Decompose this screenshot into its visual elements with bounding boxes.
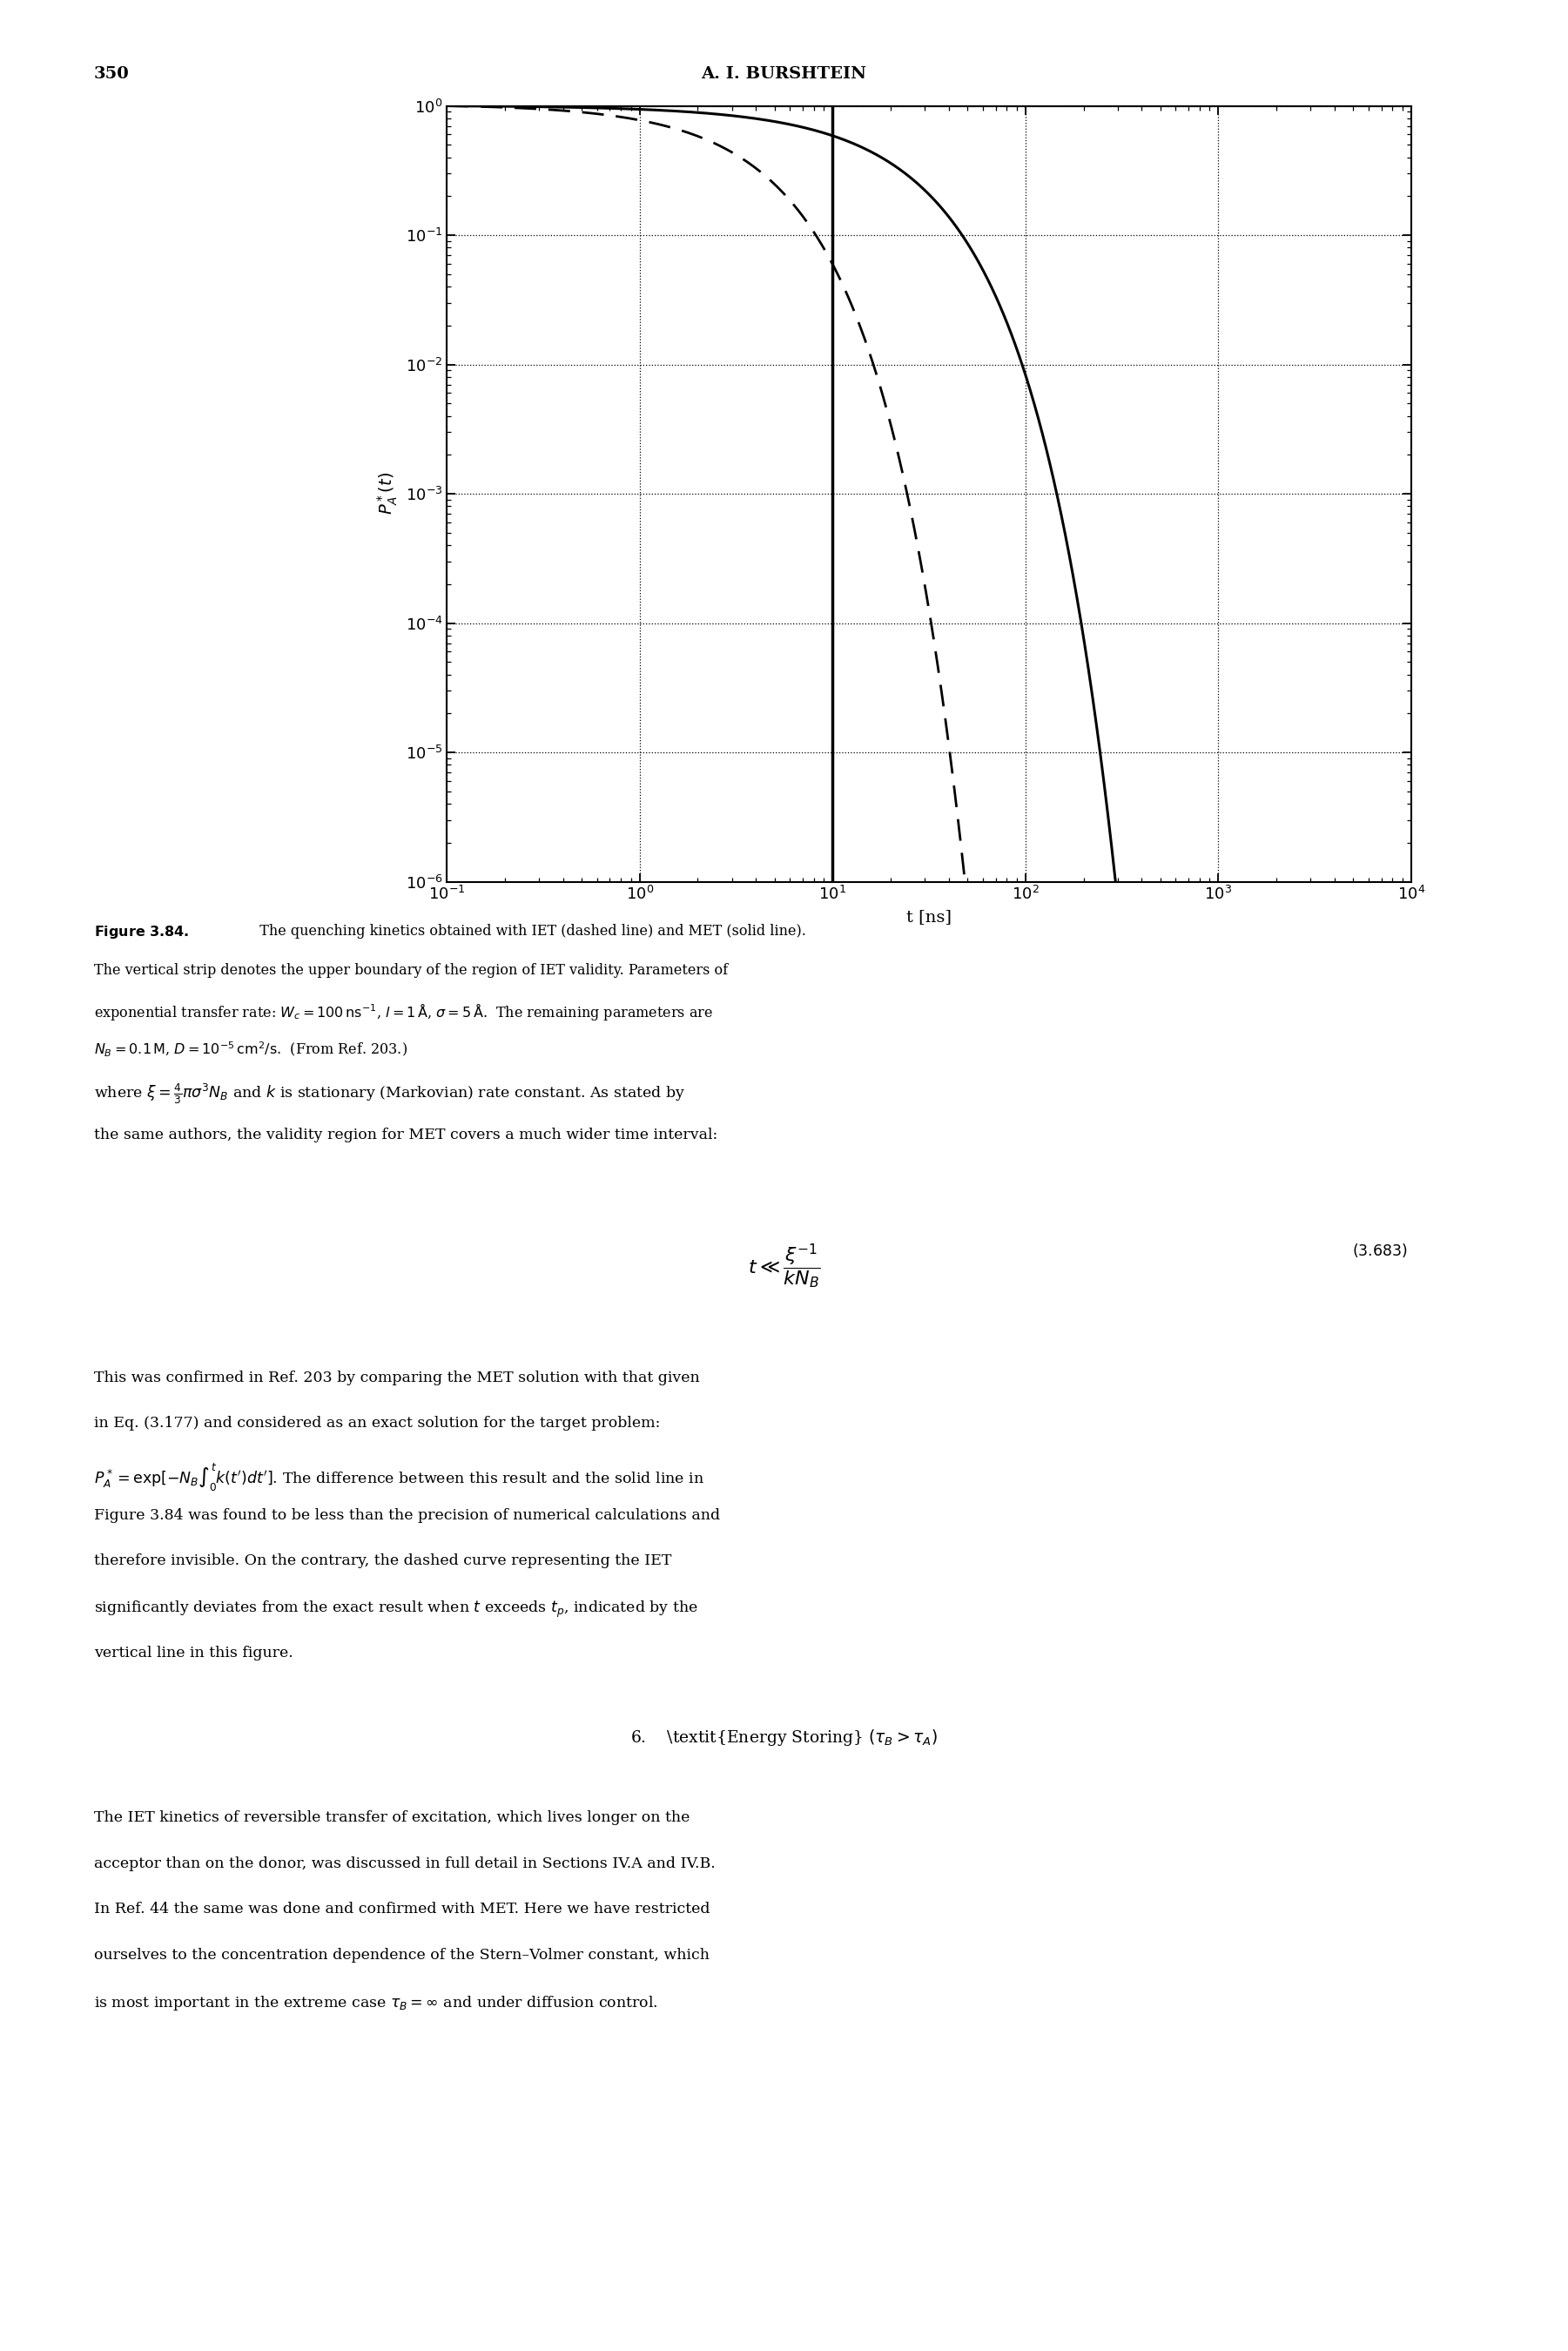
Text: exponential transfer rate: $W_c = 100\,\mathrm{ns}^{-1}$, $l = 1\,\mathrm{\AA}$,: exponential transfer rate: $W_c = 100\,\…: [94, 1002, 713, 1023]
Text: significantly deviates from the exact result when $t$ exceeds $t_p$, indicated b: significantly deviates from the exact re…: [94, 1599, 698, 1620]
Text: the same authors, the validity region for MET covers a much wider time interval:: the same authors, the validity region fo…: [94, 1126, 718, 1143]
Text: The vertical strip denotes the upper boundary of the region of IET validity. Par: The vertical strip denotes the upper bou…: [94, 964, 728, 978]
Text: Figure 3.84 was found to be less than the precision of numerical calculations an: Figure 3.84 was found to be less than th…: [94, 1507, 720, 1523]
Text: ourselves to the concentration dependence of the Stern–Volmer constant, which: ourselves to the concentration dependenc…: [94, 1949, 710, 1963]
Text: 6.    \textit{Energy Storing} $(\tau_B > \tau_A)$: 6. \textit{Energy Storing} $(\tau_B > \t…: [630, 1728, 938, 1747]
Text: acceptor than on the donor, was discussed in full detail in Sections IV.A and IV: acceptor than on the donor, was discusse…: [94, 1857, 715, 1871]
Text: in Eq. (3.177) and considered as an exact solution for the target problem:: in Eq. (3.177) and considered as an exac…: [94, 1415, 660, 1432]
Text: $(3.683)$: $(3.683)$: [1352, 1241, 1408, 1260]
Text: The quenching kinetics obtained with IET (dashed line) and MET (solid line).: The quenching kinetics obtained with IET…: [251, 924, 806, 938]
Text: $P^*_A = \exp[-N_B\int_0^t k(t')dt']$. The difference between this result and th: $P^*_A = \exp[-N_B\int_0^t k(t')dt']$. T…: [94, 1462, 704, 1493]
Text: $N_B = 0.1\,\mathrm{M}$, $D = 10^{-5}\,\mathrm{cm}^2/\mathrm{s}$.  (From Ref. 20: $N_B = 0.1\,\mathrm{M}$, $D = 10^{-5}\,\…: [94, 1039, 408, 1058]
Text: $\mathbf{Figure\ 3.84.}$: $\mathbf{Figure\ 3.84.}$: [94, 924, 188, 940]
Text: A. I. BURSHTEIN: A. I. BURSHTEIN: [701, 66, 867, 82]
Text: This was confirmed in Ref. 203 by comparing the MET solution with that given: This was confirmed in Ref. 203 by compar…: [94, 1371, 699, 1385]
Text: vertical line in this figure.: vertical line in this figure.: [94, 1646, 293, 1660]
Text: The IET kinetics of reversible transfer of excitation, which lives longer on the: The IET kinetics of reversible transfer …: [94, 1810, 690, 1824]
Text: In Ref. 44 the same was done and confirmed with MET. Here we have restricted: In Ref. 44 the same was done and confirm…: [94, 1902, 710, 1916]
Text: $t \ll \dfrac{\xi^{-1}}{kN_B}$: $t \ll \dfrac{\xi^{-1}}{kN_B}$: [748, 1241, 820, 1291]
Text: is most important in the extreme case $\tau_B = \infty$ and under diffusion cont: is most important in the extreme case $\…: [94, 1994, 659, 2012]
X-axis label: t [ns]: t [ns]: [906, 910, 952, 924]
Y-axis label: $P^*_A(t)$: $P^*_A(t)$: [375, 473, 400, 515]
Text: where $\xi = \frac{4}{3}\pi\sigma^3 N_B$ and $k$ is stationary (Markovian) rate : where $\xi = \frac{4}{3}\pi\sigma^3 N_B$…: [94, 1081, 685, 1105]
Text: 350: 350: [94, 66, 130, 82]
Text: therefore invisible. On the contrary, the dashed curve representing the IET: therefore invisible. On the contrary, th…: [94, 1554, 671, 1568]
